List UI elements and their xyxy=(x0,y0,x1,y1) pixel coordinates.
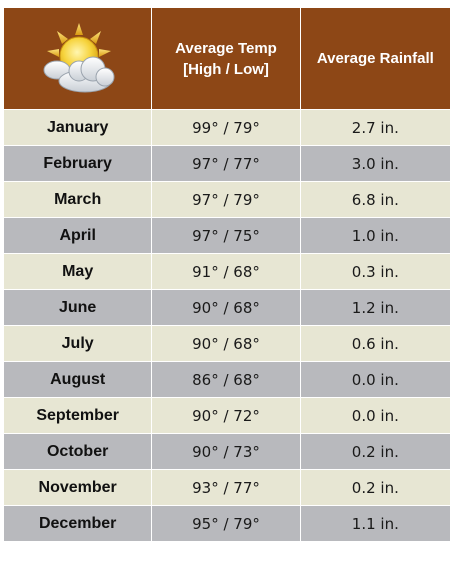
temp-cell: 90° / 68° xyxy=(151,325,301,362)
month-cell: October xyxy=(2,433,153,470)
temp-cell: 93° / 77° xyxy=(151,469,301,506)
rain-cell: 3.0 in. xyxy=(299,145,452,182)
rain-cell: 0.2 in. xyxy=(299,469,452,506)
month-cell: August xyxy=(2,361,153,398)
rain-cell: 6.8 in. xyxy=(299,181,452,218)
temp-cell: 97° / 75° xyxy=(151,217,301,254)
temp-cell: 97° / 79° xyxy=(151,181,301,218)
rain-cell: 0.2 in. xyxy=(299,433,452,470)
month-cell: April xyxy=(2,217,153,254)
temp-cell: 90° / 68° xyxy=(151,289,301,326)
table-row: July 90° / 68° 0.6 in. xyxy=(2,325,452,362)
table-row: February 97° / 77° 3.0 in. xyxy=(2,145,452,182)
table-row: April 97° / 75° 1.0 in. xyxy=(2,217,452,254)
month-cell: July xyxy=(2,325,153,362)
table-row: August 86° / 68° 0.0 in. xyxy=(2,361,452,398)
table-row: June 90° / 68° 1.2 in. xyxy=(2,289,452,326)
temp-cell: 95° / 79° xyxy=(151,505,301,542)
table-row: January 99° / 79° 2.7 in. xyxy=(2,109,452,146)
table-row: March 97° / 79° 6.8 in. xyxy=(2,181,452,218)
table-row: September 90° / 72° 0.0 in. xyxy=(2,397,452,434)
month-cell: February xyxy=(2,145,153,182)
rain-cell: 1.0 in. xyxy=(299,217,452,254)
month-cell: September xyxy=(2,397,153,434)
temp-cell: 86° / 68° xyxy=(151,361,301,398)
month-cell: June xyxy=(2,289,153,326)
temp-cell: 90° / 73° xyxy=(151,433,301,470)
table-row: November 93° / 77° 0.2 in. xyxy=(2,469,452,506)
table-row: May 91° / 68° 0.3 in. xyxy=(2,253,452,290)
rain-cell: 1.2 in. xyxy=(299,289,452,326)
header-row: Average Temp [High / Low] Average Rainfa… xyxy=(2,7,452,110)
temp-cell: 91° / 68° xyxy=(151,253,301,290)
temp-cell: 97° / 77° xyxy=(151,145,301,182)
rain-cell: 2.7 in. xyxy=(299,109,452,146)
table-row: December 95° / 79° 1.1 in. xyxy=(2,505,452,542)
temp-header-line2: [High / Low] xyxy=(183,60,269,78)
rain-cell: 0.0 in. xyxy=(299,361,452,398)
table-row: October 90° / 73° 0.2 in. xyxy=(2,433,452,470)
temp-header-line1: Average Temp xyxy=(175,39,277,57)
month-cell: December xyxy=(2,505,153,542)
rain-cell: 0.3 in. xyxy=(299,253,452,290)
rain-header: Average Rainfall xyxy=(299,7,452,110)
month-cell: March xyxy=(2,181,153,218)
temp-cell: 90° / 72° xyxy=(151,397,301,434)
sun-cloud-icon xyxy=(43,22,115,92)
rain-cell: 0.0 in. xyxy=(299,397,452,434)
month-cell: November xyxy=(2,469,153,506)
temp-cell: 99° / 79° xyxy=(151,109,301,146)
climate-table: Average Temp [High / Low] Average Rainfa… xyxy=(2,7,452,542)
month-cell: May xyxy=(2,253,153,290)
temp-header: Average Temp [High / Low] xyxy=(151,7,301,110)
header-icon-cell xyxy=(2,7,153,110)
rain-cell: 0.6 in. xyxy=(299,325,452,362)
rain-cell: 1.1 in. xyxy=(299,505,452,542)
month-cell: January xyxy=(2,109,153,146)
